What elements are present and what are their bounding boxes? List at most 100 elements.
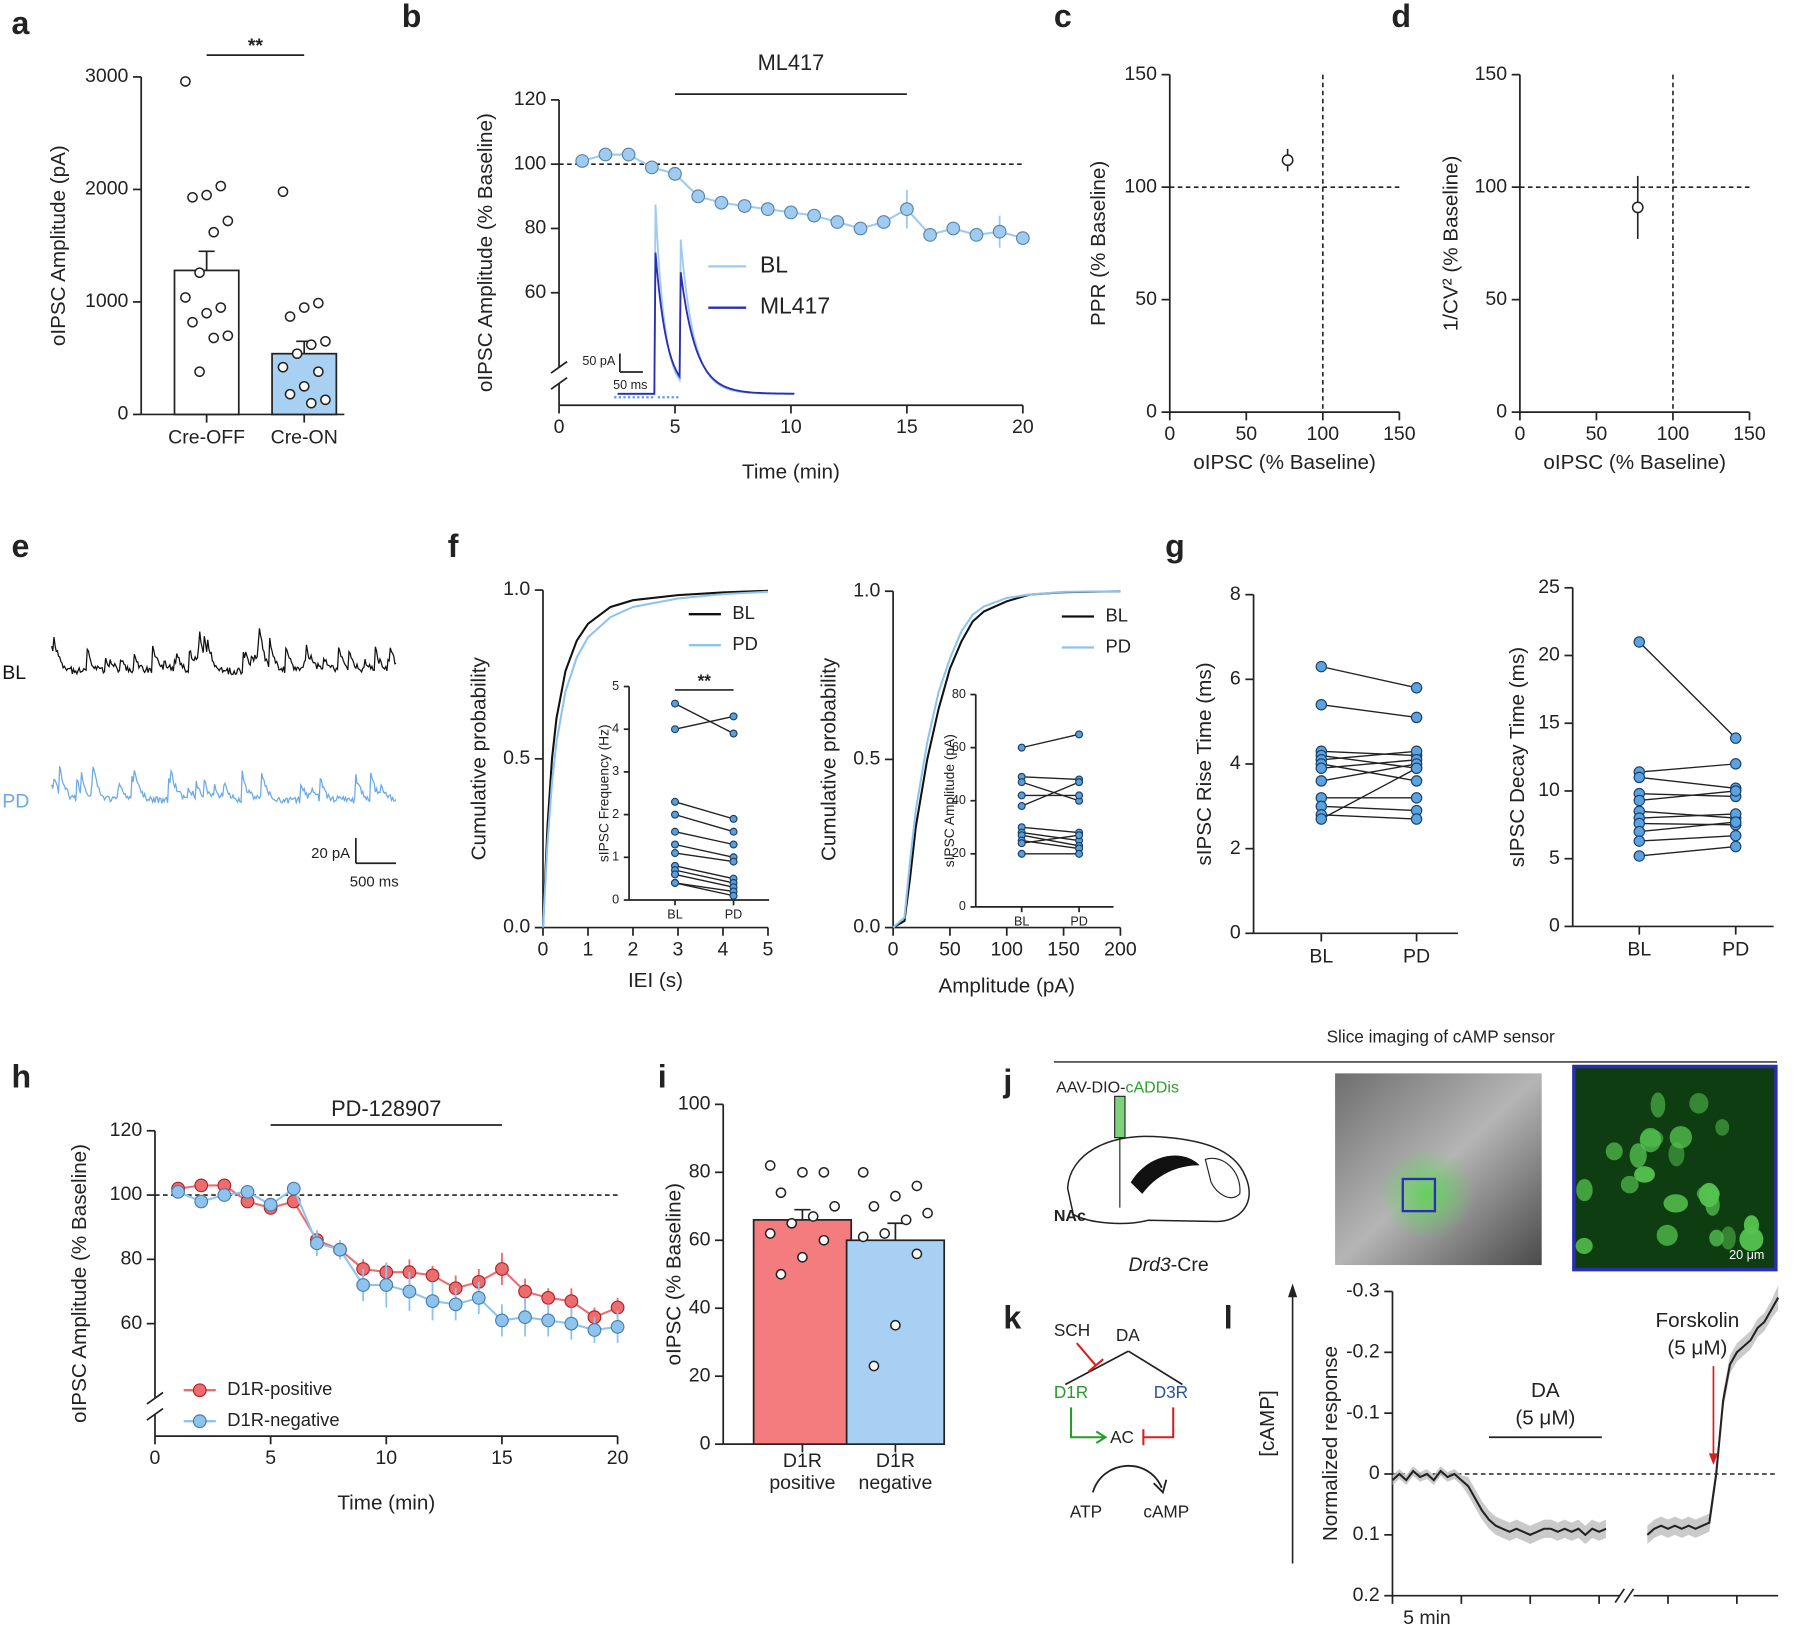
x-tick-label: 150 [1733,423,1766,445]
data-point [194,267,205,279]
pair-line [1320,767,1417,820]
y-tick-label: 15 [1538,711,1560,733]
pair-line [674,715,734,730]
antagonist: SCH [1054,1320,1090,1340]
treatment-label: ML417 [758,50,825,75]
x-tick-label: PD [725,908,743,922]
arrow-label: [cAMP] [1256,1390,1279,1457]
data-point [610,1319,625,1334]
data-point [890,1190,901,1202]
y-tick-label: 5 [612,679,619,693]
data-point [518,1310,532,1325]
data-point [969,228,984,242]
panel-label: a [11,5,30,41]
legend-label: PD [732,633,758,654]
y-tick-label: 3 [612,764,619,778]
y-tick-label: 0.5 [503,747,530,769]
x-tick-label: Cre-ON [271,426,338,448]
pair-line [1321,704,1417,719]
x-tick-label: 5 [763,939,774,961]
data-point [644,160,659,175]
pair-line [674,801,734,820]
cell [1663,1194,1689,1213]
x-tick-text: D1R positive [769,1451,836,1494]
data-point [890,1319,901,1331]
sensor-expression [1378,1147,1476,1240]
annotation-label: (5 μM) [1667,1336,1727,1359]
data-point [598,147,613,162]
significance: ** [698,670,712,690]
y-tick-label: 2000 [85,178,129,200]
cell [1720,1226,1736,1250]
pair-line [1021,781,1080,802]
y-tick-label: 3000 [85,65,129,87]
cell [1629,1143,1647,1168]
vector-prefix: AAV-DIO- [1056,1079,1125,1097]
bar [173,269,240,416]
y-tick-label: 1 [612,850,619,864]
x-tick-label: 0 [888,939,899,961]
data-point [1633,850,1646,862]
data-point [1729,829,1742,842]
data-point [868,1360,880,1372]
data-point [1410,711,1423,724]
data-point [900,202,914,217]
pair-line [1321,665,1417,689]
data-point [194,1178,209,1193]
inset-trace [617,252,795,395]
y-tick-label: 80 [525,217,547,239]
data-point [201,189,212,201]
x-axis-label: IEI (s) [628,969,683,992]
activation [1070,1407,1108,1444]
x-tick-label: 150 [1383,423,1416,445]
y-tick-label: 0 [1230,921,1241,943]
panel-label: g [1165,528,1185,564]
y-tick-label: 40 [689,1296,711,1318]
data-point [284,311,296,322]
data-point [764,1160,776,1171]
cell [1668,1142,1685,1167]
data-point [305,339,317,351]
pair-line [1639,834,1736,842]
cell [1656,1224,1678,1246]
data-point [1017,791,1026,800]
data-point [402,1284,417,1299]
data-point [277,361,289,373]
data-point [1017,849,1026,858]
pair-line [1021,826,1080,834]
scale-label: 50 ms [613,378,647,392]
y-tick-label: 100 [110,1183,143,1205]
trace-label: BL [2,662,26,684]
legend-marker [192,1383,207,1398]
y-tick-label: 120 [110,1119,143,1141]
axis-break [1614,1588,1626,1604]
pair-line [1021,834,1080,844]
pair-line [1639,813,1736,819]
axis-break [550,377,568,390]
legend-label: D1R-negative [227,1409,339,1430]
data-point [286,1181,301,1196]
y-tick-label: 25 [1538,576,1560,598]
y-tick-label: 0 [1496,400,1507,422]
data-point [670,797,680,806]
cell [1739,1227,1764,1252]
legend-label: BL [760,251,788,277]
significance: ** [248,35,264,57]
data-point [284,388,296,400]
y-tick-label: 150 [1124,63,1157,85]
y-tick-label: 20 [952,846,966,860]
data-point [217,1188,232,1202]
annotation-label: (5 μM) [1515,1406,1575,1429]
x-tick-label: PD [1403,945,1430,967]
legend-label: BL [1105,604,1127,625]
data-point [1017,802,1026,811]
axis-break [1623,1588,1635,1604]
data-point [1410,682,1423,694]
agonist: DA [1116,1325,1140,1345]
receptor: D1R [1054,1382,1088,1402]
x-tick-label: Cre-OFF [168,426,245,448]
y-tick-label: 2 [1230,837,1241,859]
data-point [1633,825,1646,838]
cell [1698,1182,1720,1208]
